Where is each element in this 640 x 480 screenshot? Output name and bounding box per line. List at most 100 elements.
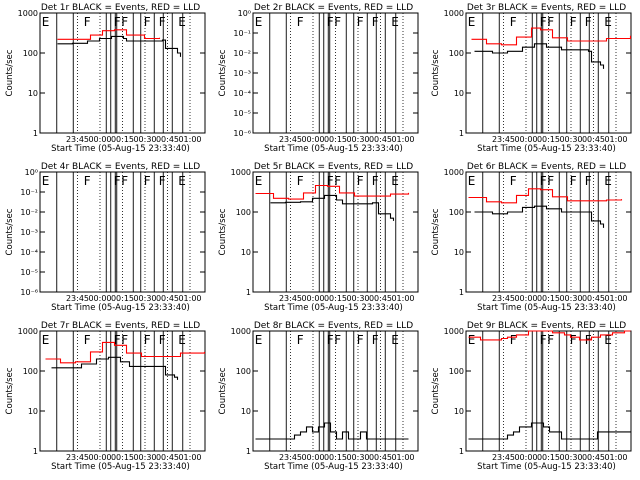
event-label: F — [540, 333, 547, 347]
x-tick-label: 01:00 — [391, 135, 414, 144]
x-tick-label: 00:00 — [88, 453, 111, 462]
x-tick-label: 00:45 — [156, 453, 179, 462]
event-label: F — [570, 15, 577, 29]
x-axis-label: Start Time (05-Aug-15 23:33:40) — [51, 144, 190, 154]
event-label: E — [468, 333, 476, 347]
event-label: F — [297, 333, 304, 347]
lld-series-line — [255, 184, 410, 200]
y-axis-label: Counts/sec — [5, 49, 15, 96]
y-tick-label: 1 — [246, 288, 251, 297]
event-label: F — [585, 15, 592, 29]
event-label: F — [357, 174, 364, 188]
y-tick-label: 10 — [28, 89, 38, 98]
x-axis-label: Start Time (05-Aug-15 23:33:40) — [264, 144, 403, 154]
event-label: F — [357, 15, 364, 29]
event-label: E — [255, 174, 263, 188]
event-label: F — [547, 174, 554, 188]
x-axis-label: Start Time (05-Aug-15 23:33:40) — [264, 462, 403, 472]
event-label: F — [297, 174, 304, 188]
event-label: F — [334, 333, 341, 347]
y-axis-label: Counts/sec — [218, 367, 228, 414]
events-series-line — [255, 422, 409, 440]
event-label: F — [547, 333, 554, 347]
event-label: F — [585, 174, 592, 188]
x-tick-label: 00:30 — [346, 453, 369, 462]
x-tick-label: 23:45 — [66, 453, 89, 462]
event-label: F — [121, 174, 128, 188]
x-tick-label: 00:30 — [346, 135, 369, 144]
event-label: E — [42, 15, 50, 29]
x-tick-label: 00:15 — [324, 453, 347, 462]
y-tick-label: 100 — [449, 208, 464, 217]
x-tick-label: 00:30 — [559, 135, 582, 144]
event-label: E — [604, 333, 612, 347]
events-series-line — [270, 194, 395, 221]
event-label: F — [114, 174, 121, 188]
event-label: F — [372, 15, 379, 29]
chart-title: Det 2r BLACK = Events, RED = LLD — [254, 3, 413, 13]
lld-series-line — [468, 330, 631, 341]
event-label: F — [334, 15, 341, 29]
event-label: F — [327, 15, 334, 29]
x-tick-label: 00:30 — [133, 135, 156, 144]
event-label: E — [468, 174, 476, 188]
x-tick-label: 00:00 — [514, 294, 537, 303]
event-label: F — [114, 333, 121, 347]
x-tick-label: 00:15 — [324, 294, 347, 303]
x-tick-label: 00:45 — [369, 135, 392, 144]
x-tick-label: 23:45 — [66, 135, 89, 144]
chart-title: Det 5r BLACK = Events, RED = LLD — [254, 162, 413, 172]
y-tick-label: 10⁰ — [238, 9, 251, 18]
event-label: E — [391, 174, 399, 188]
event-label: F — [159, 15, 166, 29]
x-tick-label: 01:00 — [604, 294, 627, 303]
y-tick-label: 10 — [28, 407, 38, 416]
y-tick-label: 1 — [246, 447, 251, 456]
event-label: F — [121, 333, 128, 347]
x-tick-label: 00:30 — [559, 453, 582, 462]
x-tick-label: 23:45 — [492, 453, 515, 462]
y-tick-label: 1000 — [444, 168, 464, 177]
event-label: E — [391, 333, 399, 347]
event-label: F — [540, 174, 547, 188]
x-tick-label: 23:45 — [279, 294, 302, 303]
events-series-line — [51, 356, 179, 380]
event-label: E — [178, 15, 186, 29]
y-tick-label: 10 — [241, 248, 251, 257]
event-label: F — [510, 174, 517, 188]
x-tick-label: 00:30 — [559, 294, 582, 303]
lld-series-line — [45, 341, 206, 364]
event-label: F — [84, 174, 91, 188]
x-tick-label: 23:45 — [279, 135, 302, 144]
y-tick-label: 10 — [454, 407, 464, 416]
x-axis-label: Start Time (05-Aug-15 23:33:40) — [477, 144, 616, 154]
x-tick-label: 01:00 — [604, 135, 627, 144]
x-tick-label: 01:00 — [604, 453, 627, 462]
event-label: F — [327, 333, 334, 347]
y-tick-label: 1000 — [444, 327, 464, 336]
chart-title: Det 8r BLACK = Events, RED = LLD — [254, 321, 413, 331]
y-tick-label: 1000 — [18, 327, 38, 336]
events-series-line — [474, 205, 605, 228]
y-tick-label: 10⁻¹ — [20, 188, 38, 197]
y-axis-label: Counts/sec — [5, 367, 15, 414]
chart-title: Det 9r BLACK = Events, RED = LLD — [467, 321, 626, 331]
y-tick-label: 1 — [459, 447, 464, 456]
y-tick-label: 1 — [33, 447, 38, 456]
lld-series-line — [471, 27, 632, 46]
chart-title: Det 3r BLACK = Events, RED = LLD — [467, 3, 626, 13]
y-tick-label: 1 — [459, 288, 464, 297]
y-tick-label: 10 — [454, 89, 464, 98]
x-axis-label: Start Time (05-Aug-15 23:33:40) — [264, 303, 403, 313]
y-tick-label: 10⁻² — [20, 208, 38, 217]
y-axis-label: Counts/sec — [5, 208, 15, 255]
x-axis-label: Start Time (05-Aug-15 23:33:40) — [51, 303, 190, 313]
